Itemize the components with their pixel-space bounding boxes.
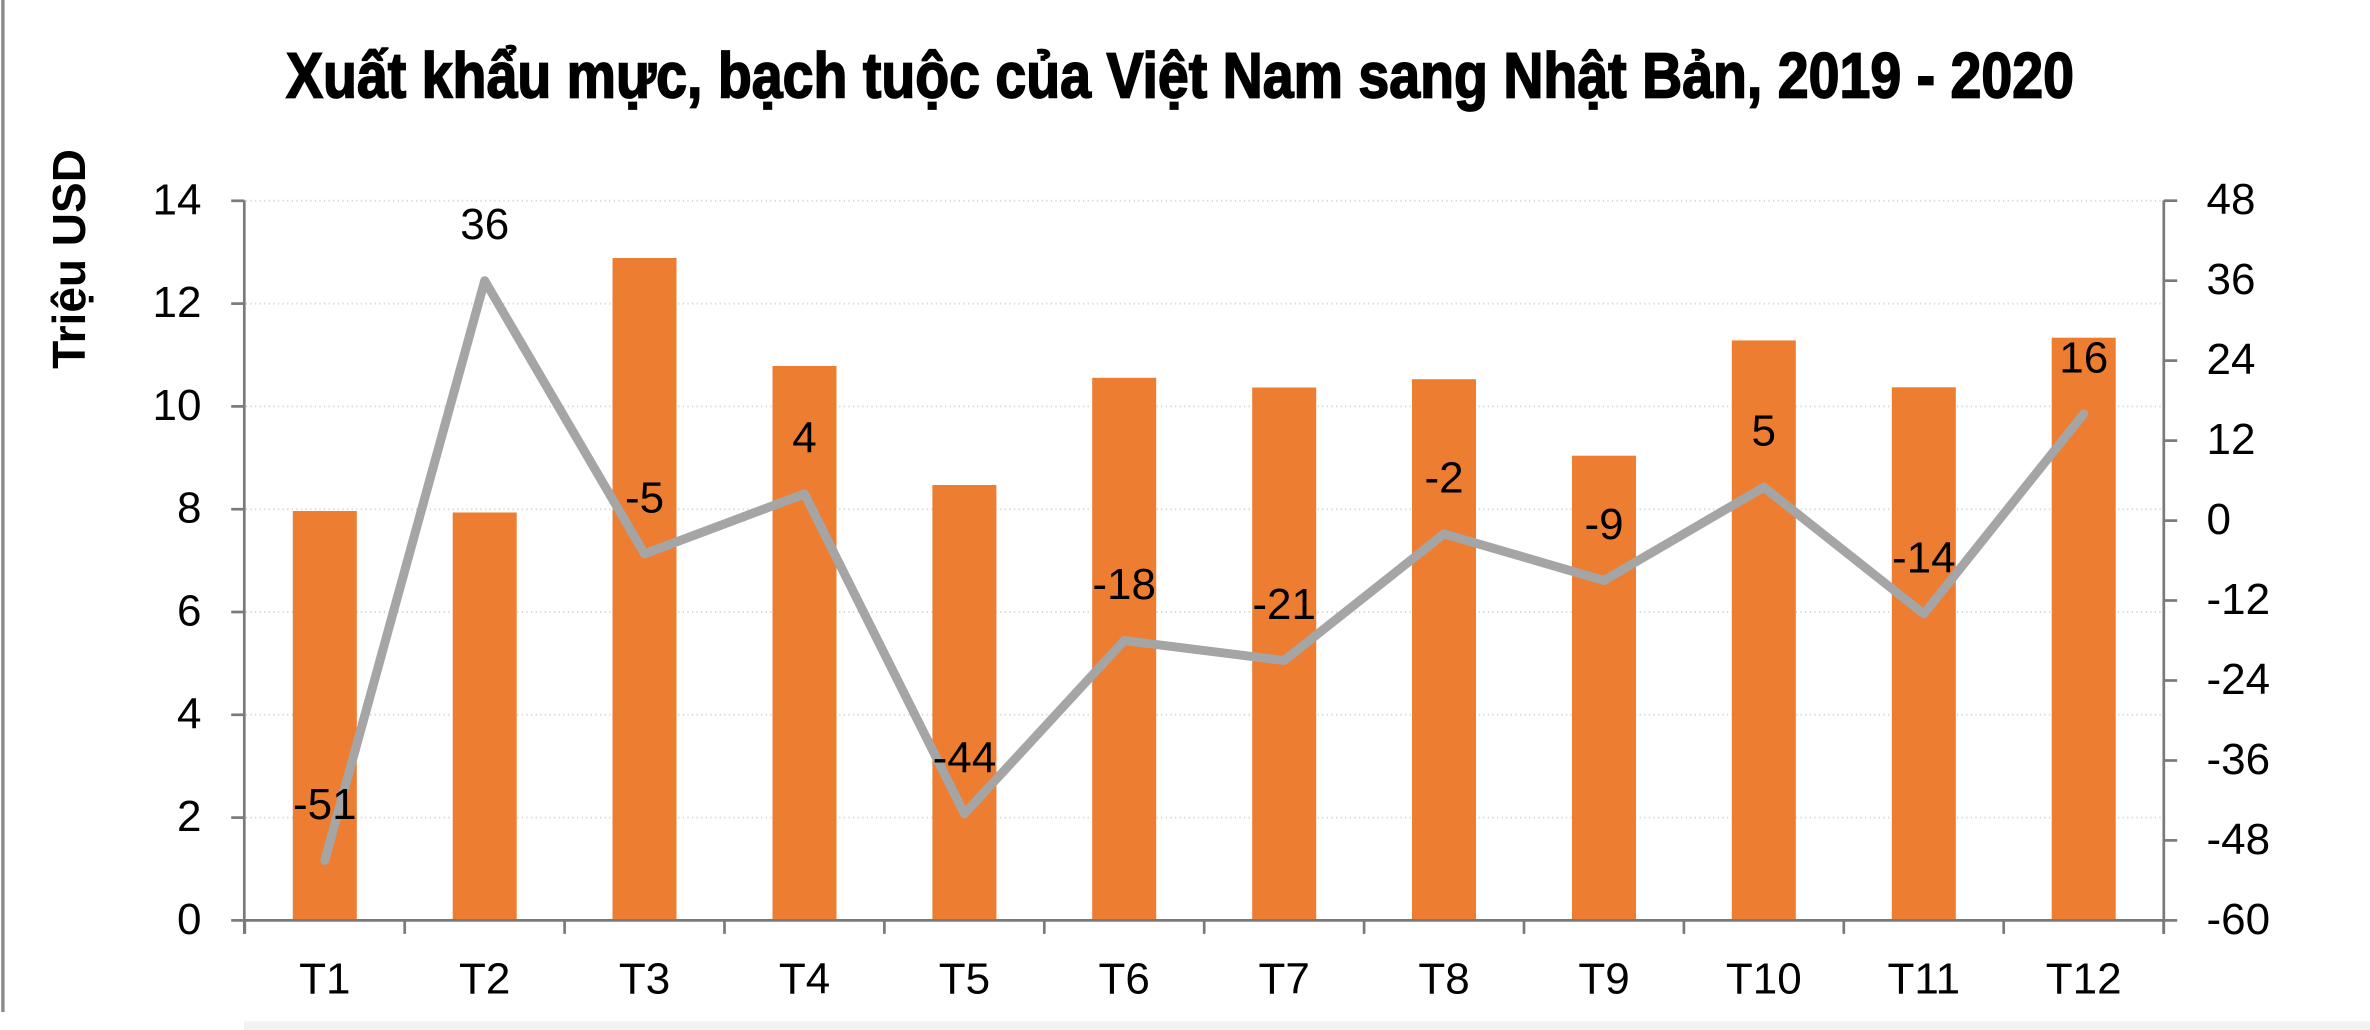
svg-text:T2: T2 xyxy=(459,955,510,1004)
svg-text:-51: -51 xyxy=(293,780,357,829)
svg-text:2: 2 xyxy=(177,792,201,841)
svg-text:-5: -5 xyxy=(625,473,664,522)
svg-text:24: 24 xyxy=(2207,335,2256,384)
svg-text:T6: T6 xyxy=(1099,955,1150,1004)
svg-text:-2: -2 xyxy=(1424,453,1463,502)
svg-text:-14: -14 xyxy=(1892,533,1956,582)
svg-text:6: 6 xyxy=(177,587,201,636)
svg-text:Triệu USD: Triệu USD xyxy=(43,149,95,369)
svg-text:T4: T4 xyxy=(779,955,830,1004)
svg-text:-12: -12 xyxy=(2207,575,2271,624)
svg-text:-48: -48 xyxy=(2207,815,2271,864)
svg-text:Xuất khẩu mực, bạch tuộc của V: Xuất khẩu mực, bạch tuộc của Việt Nam sa… xyxy=(286,40,2074,112)
svg-text:T3: T3 xyxy=(619,955,670,1004)
svg-text:12: 12 xyxy=(2207,415,2256,464)
svg-text:5: 5 xyxy=(1752,407,1776,456)
svg-text:-24: -24 xyxy=(2207,655,2271,704)
svg-text:4: 4 xyxy=(792,413,816,462)
svg-text:-21: -21 xyxy=(1252,580,1316,629)
svg-text:T7: T7 xyxy=(1259,955,1310,1004)
svg-text:16: 16 xyxy=(2059,333,2108,382)
svg-text:T8: T8 xyxy=(1418,955,1469,1004)
svg-text:T5: T5 xyxy=(939,955,990,1004)
svg-text:36: 36 xyxy=(460,200,509,249)
svg-text:48: 48 xyxy=(2207,175,2256,224)
svg-text:T11: T11 xyxy=(1888,955,1961,1004)
svg-text:-60: -60 xyxy=(2207,895,2271,944)
svg-text:-36: -36 xyxy=(2207,735,2271,784)
svg-text:T1: T1 xyxy=(299,955,350,1004)
svg-text:0: 0 xyxy=(177,895,201,944)
svg-text:4: 4 xyxy=(177,689,201,738)
svg-text:T12: T12 xyxy=(2046,955,2122,1004)
svg-text:0: 0 xyxy=(2207,495,2231,544)
svg-text:-18: -18 xyxy=(1092,560,1156,609)
svg-text:-44: -44 xyxy=(933,733,997,782)
svg-text:T10: T10 xyxy=(1726,955,1802,1004)
svg-text:-9: -9 xyxy=(1584,500,1623,549)
svg-text:10: 10 xyxy=(153,381,202,430)
svg-text:T9: T9 xyxy=(1578,955,1629,1004)
svg-text:14: 14 xyxy=(153,175,202,224)
svg-text:8: 8 xyxy=(177,484,201,533)
svg-text:36: 36 xyxy=(2207,255,2256,304)
svg-text:12: 12 xyxy=(153,278,202,327)
